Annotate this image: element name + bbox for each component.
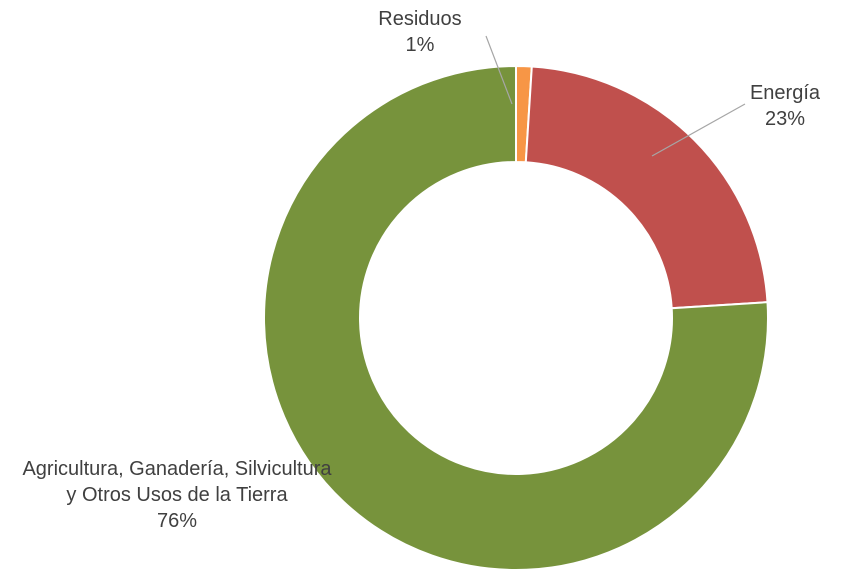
- label-value: 23%: [764, 108, 806, 130]
- leader-line: [485, 35, 513, 105]
- label-value: 1%: [405, 34, 435, 56]
- leader-line: [651, 103, 746, 157]
- data-label: Residuos 1%: [350, 6, 490, 58]
- data-label: Agricultura, Ganadería, Silvicultura y O…: [18, 456, 336, 534]
- data-label: Energía 23%: [725, 80, 845, 132]
- label-name: Residuos: [378, 8, 462, 30]
- donut-slice: [263, 64, 769, 571]
- label-value: 76%: [156, 510, 198, 532]
- donut-slice: [524, 65, 769, 310]
- label-name: Agricultura, Ganadería, Silvicultura y O…: [22, 458, 332, 506]
- label-name: Energía: [749, 82, 821, 104]
